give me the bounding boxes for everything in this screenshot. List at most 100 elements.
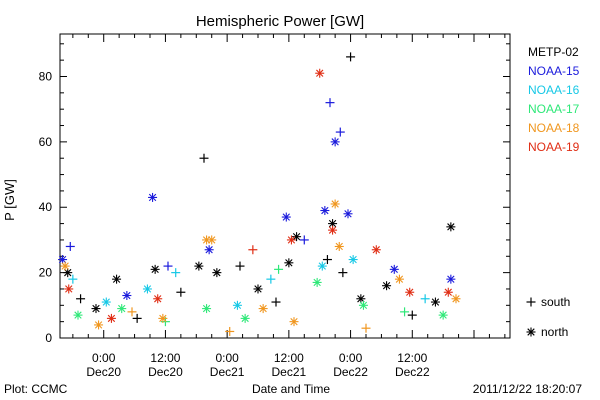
x-tick-date-label: Dec22 [333,365,368,379]
x-tick-time-label: 12:00 [150,351,180,365]
data-point [101,297,111,307]
x-axis-label: Date and Time [252,382,330,396]
data-point [430,297,440,307]
y-tick-label: 0 [45,331,52,345]
data-point [346,52,356,62]
marker-legend-label: south [541,295,570,309]
data-point [158,313,168,323]
x-tick-date-label: Dec22 [395,365,430,379]
plot-area [59,33,511,339]
data-point [328,225,338,235]
x-tick-date-label: Dec21 [210,365,245,379]
data-point [371,245,381,255]
data-point [171,268,181,278]
data-point [284,258,294,268]
data-point [382,281,392,291]
data-point [358,300,368,310]
y-axis-label: P [GW] [2,179,17,221]
data-point [153,294,163,304]
data-point [235,261,245,271]
data-point [394,274,404,284]
data-point [91,304,101,314]
data-point [389,264,399,274]
data-point [63,268,73,278]
data-point [132,313,142,323]
data-point [94,320,104,330]
data-point [199,153,209,163]
data-point [443,287,453,297]
x-tick-time-label: 0:00 [215,351,239,365]
data-point [438,310,448,320]
data-point [299,235,309,245]
x-tick-date-label: Dec21 [272,365,307,379]
data-point [317,261,327,271]
x-tick-date-label: Dec20 [148,365,183,379]
legend-entry: NOAA-19 [528,140,580,154]
data-point [338,268,348,278]
data-point [451,294,461,304]
data-point [204,245,214,255]
x-tick-time-label: 0:00 [92,351,116,365]
data-point [163,261,173,271]
y-tick-label: 60 [39,135,53,149]
y-tick-label: 40 [39,200,53,214]
data-point [64,284,74,294]
data-point [122,291,132,301]
data-point [281,212,291,222]
x-tick-time-label: 12:00 [274,351,304,365]
plot-timestamp: 2011/12/22 18:20:07 [473,382,583,396]
data-point [106,313,116,323]
data-point [142,284,152,294]
data-point [176,287,186,297]
data-point [232,300,242,310]
data-point [68,274,78,284]
data-point [274,264,284,274]
marker-legend-label: north [541,325,568,339]
data-point [335,127,345,137]
data-point [315,68,325,78]
data-point [289,317,299,327]
marker-legend-symbol [526,327,536,337]
data-point [127,307,137,317]
data-point [60,261,70,271]
y-tick-label: 80 [39,69,53,83]
data-point [286,235,296,245]
data-point [356,294,366,304]
data-point [148,192,158,202]
data-point [312,277,322,287]
data-point [58,255,68,265]
legend-entry: METP-02 [528,45,579,59]
data-point [212,268,222,278]
data-point [405,287,415,297]
data-point [112,274,122,284]
legend-entry: NOAA-17 [528,102,580,116]
data-point [150,264,160,274]
legend-entry: NOAA-16 [528,83,580,97]
x-tick-time-label: 0:00 [339,351,363,365]
data-point [194,261,204,271]
data-point [253,284,263,294]
legend-entry: NOAA-18 [528,121,580,135]
data-point [117,304,127,314]
data-point [420,294,430,304]
y-tick-label: 20 [39,266,53,280]
data-point [348,255,358,265]
plot-credit: Plot: CCMC [4,382,68,396]
data-point [343,209,353,219]
data-point [446,222,456,232]
data-point [271,297,281,307]
x-tick-date-label: Dec20 [86,365,121,379]
data-point [330,137,340,147]
data-point [65,241,75,251]
data-point [248,245,258,255]
data-point [292,232,302,242]
legend-entry: NOAA-15 [528,64,580,78]
data-point [240,313,250,323]
data-point [76,294,86,304]
data-point [225,326,235,336]
data-point [73,310,83,320]
data-point [322,255,332,265]
data-point [320,206,330,216]
